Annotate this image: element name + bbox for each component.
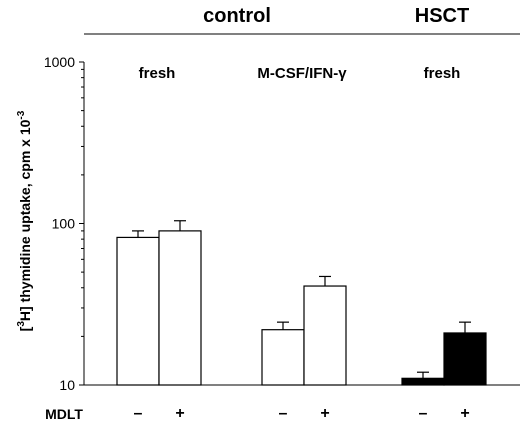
bar <box>158 230 202 386</box>
bar <box>443 332 487 386</box>
group-header-hsct: HSCT <box>415 5 469 27</box>
mdlt-signs: – + – + – + <box>134 405 470 421</box>
condition-label-control-fresh: fresh <box>139 65 176 82</box>
y-axis-label: [3H] thymidine uptake, cpm x 10-3 <box>16 110 33 331</box>
mdlt-sign: + <box>175 405 184 421</box>
bar <box>401 377 445 386</box>
error-bars <box>132 220 471 379</box>
x-axis-label: MDLT <box>45 406 83 421</box>
condition-label-hsct-fresh: fresh <box>424 65 461 82</box>
ylabel-sup1: 3 <box>16 321 27 327</box>
bar <box>261 329 305 386</box>
bars <box>116 230 487 386</box>
y-ticks: 10 100 1000 <box>44 54 84 393</box>
bar <box>116 236 160 386</box>
mdlt-sign: – <box>419 405 428 421</box>
condition-label-mcsf-ifn: M-CSF/IFN-γ <box>257 65 347 82</box>
ylabel-sup2: -3 <box>16 110 27 119</box>
group-header-control: control <box>203 5 271 27</box>
ylabel-prefix: [ <box>17 326 33 331</box>
mdlt-sign: + <box>460 405 469 421</box>
mdlt-sign: – <box>279 405 288 421</box>
y-tick-label: 10 <box>59 377 75 393</box>
mdlt-sign: + <box>320 405 329 421</box>
mdlt-sign: – <box>134 405 143 421</box>
y-tick-label: 100 <box>52 216 76 232</box>
bar <box>303 285 347 386</box>
y-tick-label: 1000 <box>44 54 75 70</box>
ylabel-main: H] thymidine uptake, cpm x 10 <box>17 119 33 321</box>
